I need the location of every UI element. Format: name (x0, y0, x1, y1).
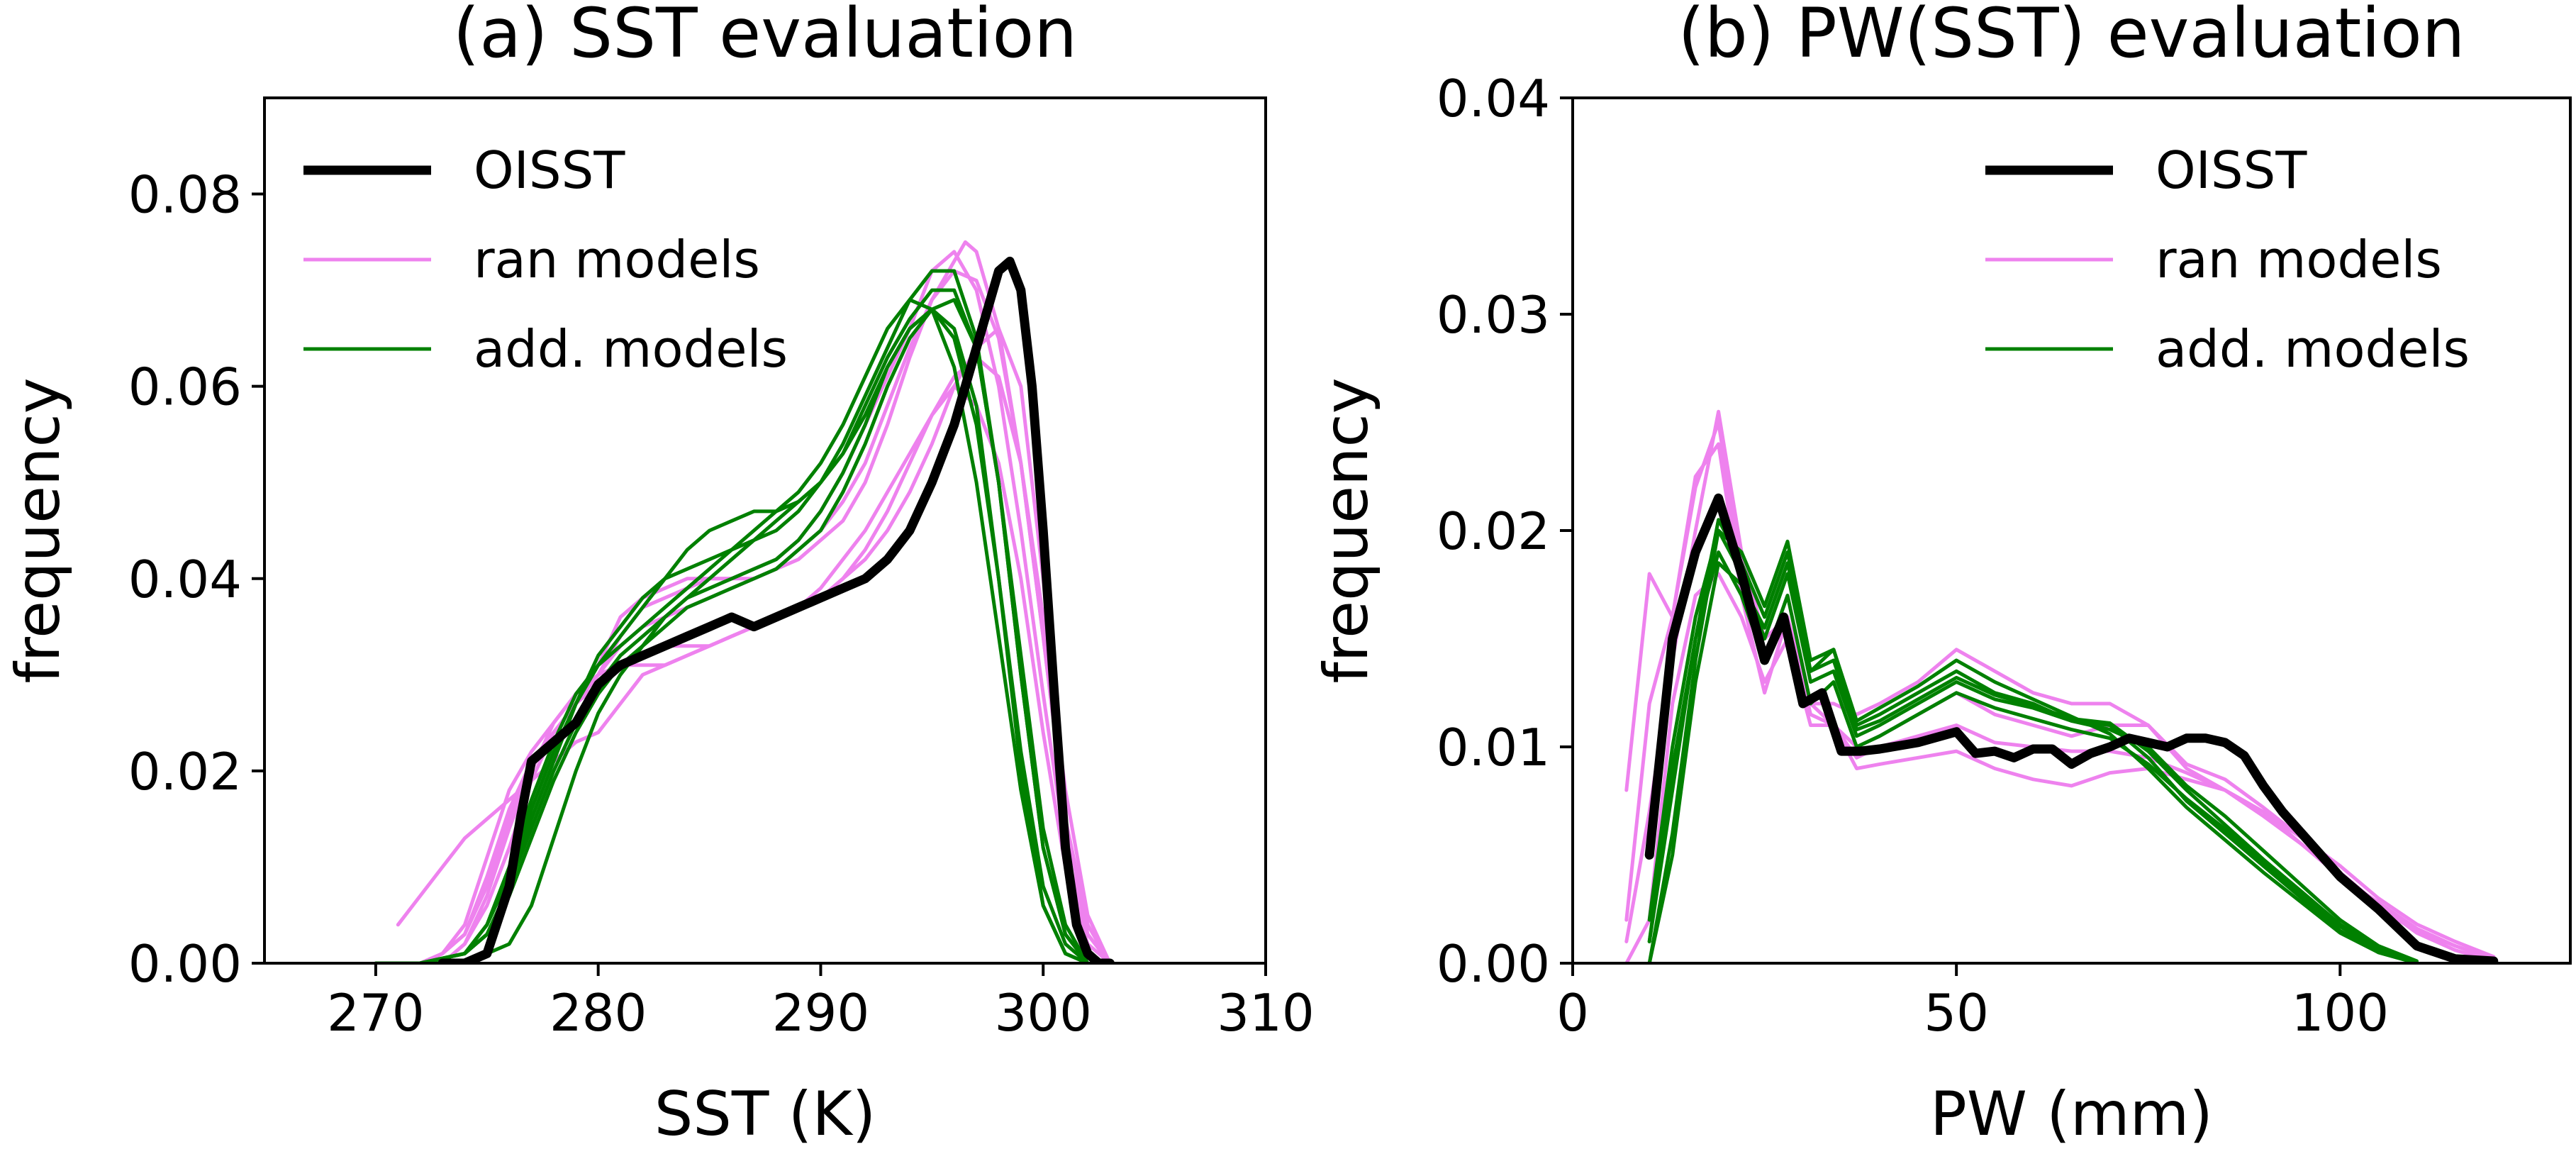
series-line-add-models (418, 298, 1090, 963)
legend: OISST ran models add. models (303, 140, 788, 379)
x-tick-label: 300 (995, 983, 1092, 1043)
x-axis-label: SST (K) (654, 1079, 876, 1150)
legend-label: OISST (2156, 140, 2307, 200)
x-axis-label: PW (mm) (1930, 1079, 2213, 1150)
x-tick-label: 100 (2292, 983, 2389, 1043)
y-tick-label: 0.08 (128, 165, 242, 225)
x-tick-label: 310 (1217, 983, 1314, 1043)
y-tick-label: 0.06 (128, 357, 242, 417)
x-tick-label: 0 (1556, 983, 1589, 1043)
series-lines (1624, 409, 2499, 963)
chart-title: (a) SST evaluation (453, 0, 1077, 73)
y-axis-label: frequency (3, 377, 74, 683)
series-lines (374, 240, 1115, 963)
axes-frame (263, 96, 1267, 965)
x-tick-label: 50 (1924, 983, 1989, 1043)
chart-title: (b) PW(SST) evaluation (1678, 0, 2465, 73)
series-line-add-models (418, 298, 1090, 963)
y-tick-label: 0.04 (1437, 69, 1550, 128)
y-tick-label: 0.00 (128, 934, 242, 994)
y-tick-label: 0.00 (1437, 934, 1550, 994)
series-line-ran-models (1624, 409, 2496, 961)
series-line-observed (1644, 493, 2499, 963)
legend: OISST ran models add. models (1985, 140, 2470, 379)
y-tick-label: 0.01 (1437, 718, 1550, 777)
x-tick-label: 280 (550, 983, 647, 1043)
y-tick-label: 0.02 (1437, 501, 1550, 561)
legend-label: ran models (474, 230, 760, 289)
y-tick-label: 0.04 (128, 550, 242, 609)
y-tick-label: 0.03 (1437, 285, 1550, 345)
x-tick-label: 270 (327, 983, 424, 1043)
y-tick-label: 0.02 (128, 742, 242, 801)
legend-label: add. models (2156, 319, 2470, 379)
y-axis-label: frequency (1311, 377, 1382, 683)
series-line-add-models (418, 307, 1090, 963)
series-line-ran-models (1624, 421, 2496, 961)
legend-label: add. models (474, 319, 788, 379)
series-line-add-models (1647, 550, 2419, 963)
legend-label: OISST (474, 140, 625, 200)
x-tick-label: 290 (772, 983, 869, 1043)
series-line-observed (437, 256, 1115, 963)
panel-a: 270 280 290 300 310 0.00 0.02 0.04 0.06 0.08 (a) S… (3, 0, 1315, 1150)
panel-b: 0 50 100 0.00 0.01 0.02 0.03 0.04 (b) PW(SST) ev… (1311, 0, 2572, 1150)
legend-label: ran models (2156, 230, 2442, 289)
